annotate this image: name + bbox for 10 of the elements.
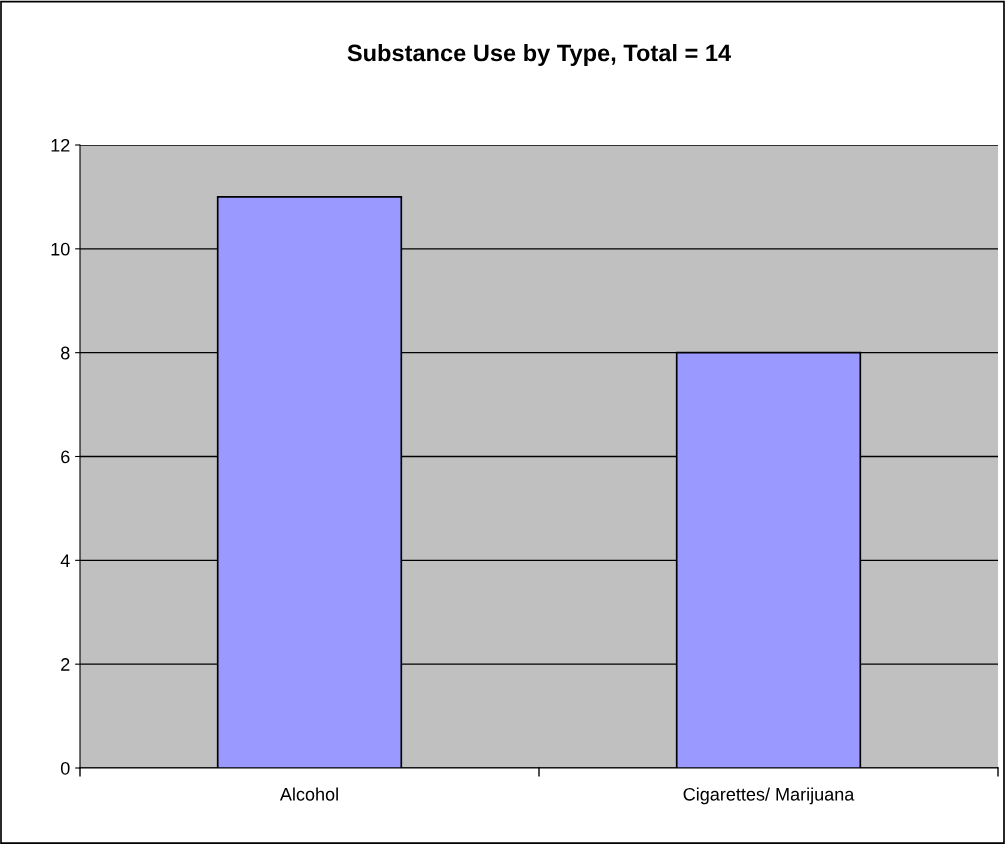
y-tick-label: 0 xyxy=(60,761,70,775)
y-tick-label: 2 xyxy=(61,658,70,671)
y-tick-label: 12 xyxy=(51,138,70,152)
chart-title: Substance Use by Type, Total = 14 xyxy=(347,44,732,66)
y-tick-label: 10 xyxy=(51,242,70,256)
x-tick-label: Cigarettes/ Marijuana xyxy=(683,787,855,805)
x-tick-label: Alcohol xyxy=(279,787,338,801)
y-tick-label: 8 xyxy=(61,346,70,360)
y-tick-label: 6 xyxy=(61,450,70,464)
y-tick-label: 4 xyxy=(60,554,70,567)
